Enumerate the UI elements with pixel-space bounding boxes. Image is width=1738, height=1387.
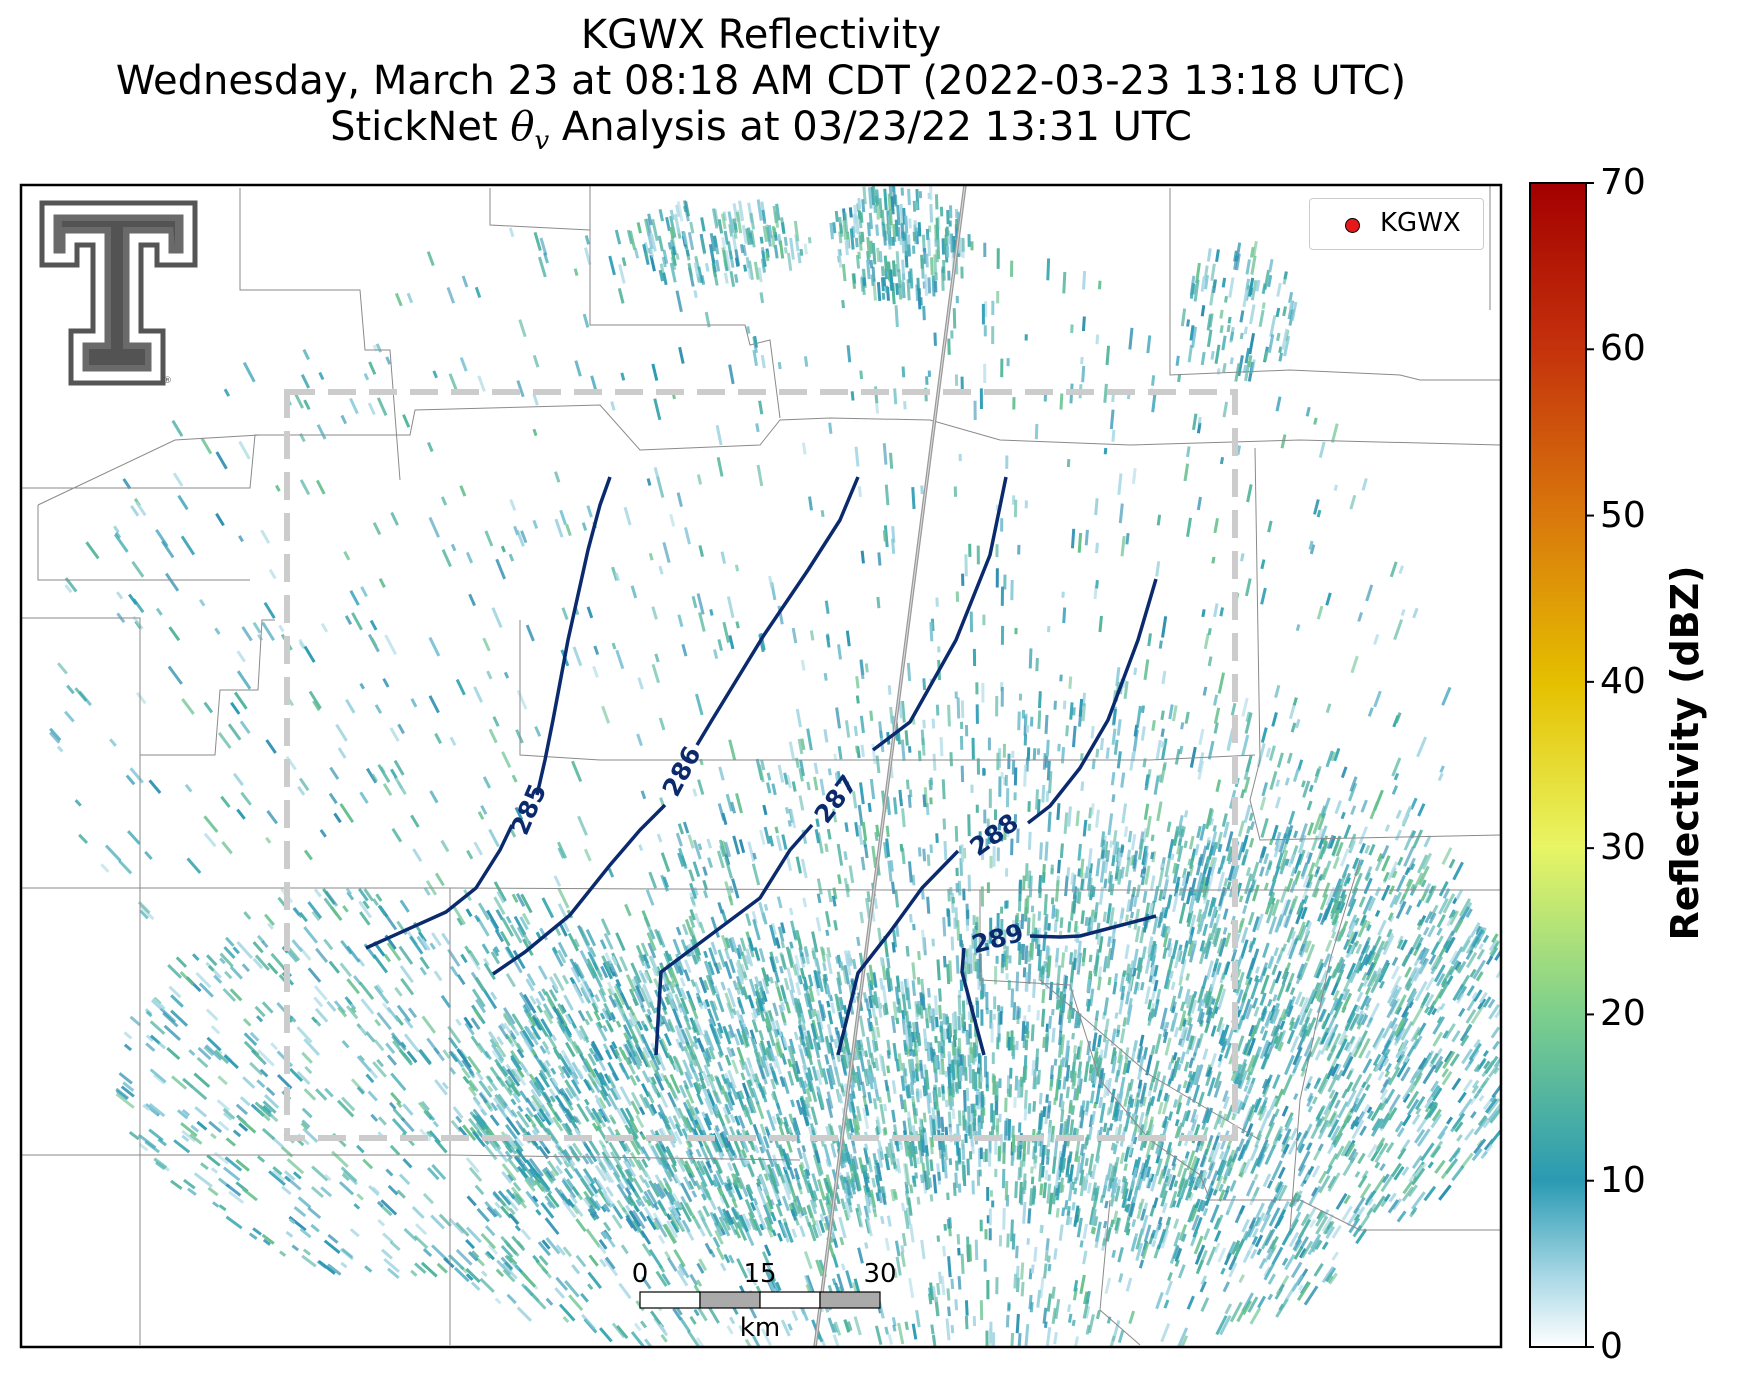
contour-label-285: 285 [505,780,552,839]
title-radar: KGWX Reflectivity [580,12,942,58]
colorbar-title: Reflectivity (dBZ) [1663,565,1707,941]
colorbar-tick-label: 0 [1600,1326,1623,1367]
scale-tick-0: 0 [631,1259,649,1289]
radar-echoes [49,185,1501,1347]
colorbar-tick-label: 70 [1600,162,1646,203]
legend [1309,198,1484,250]
radar-site-marker-icon [1345,218,1360,233]
theta-v-contours [365,476,1158,1056]
analysis-domain-box [284,389,1238,1141]
figure-title: KGWX Reflectivity Wednesday, March 23 at… [0,12,1522,164]
colorbar-tick-label: 40 [1600,660,1646,702]
colorbar-tick-label: 30 [1600,827,1646,869]
scale-unit: km [739,1313,781,1343]
colorbar-tick-label: 60 [1600,328,1646,370]
scale-tick-15: 15 [743,1259,777,1289]
scale-tick-30: 30 [863,1259,897,1289]
title-datetime: Wednesday, March 23 at 08:18 AM CDT (202… [115,58,1407,104]
colorbar-tick-label: 20 [1600,993,1646,1035]
colorbar-tick-label: 50 [1600,494,1646,536]
contour-289 [960,914,1157,1056]
scale-bar [639,1291,881,1309]
contour-287 [654,476,1008,1056]
contour-label-286: 286 [657,741,707,801]
legend-label: KGWX [1380,208,1461,238]
contour-286 [492,476,860,976]
colorbar-tick-label: 10 [1600,1159,1646,1201]
contour-288 [836,578,1158,1056]
county-boundaries [21,185,1501,1346]
title-analysis: StickNet θv Analysis at 03/23/22 13:31 U… [330,104,1192,156]
contour-285 [365,476,612,950]
map-frame [19,183,1503,1349]
colorbar [1529,182,1594,1348]
double-t-logo: ® [39,200,198,386]
